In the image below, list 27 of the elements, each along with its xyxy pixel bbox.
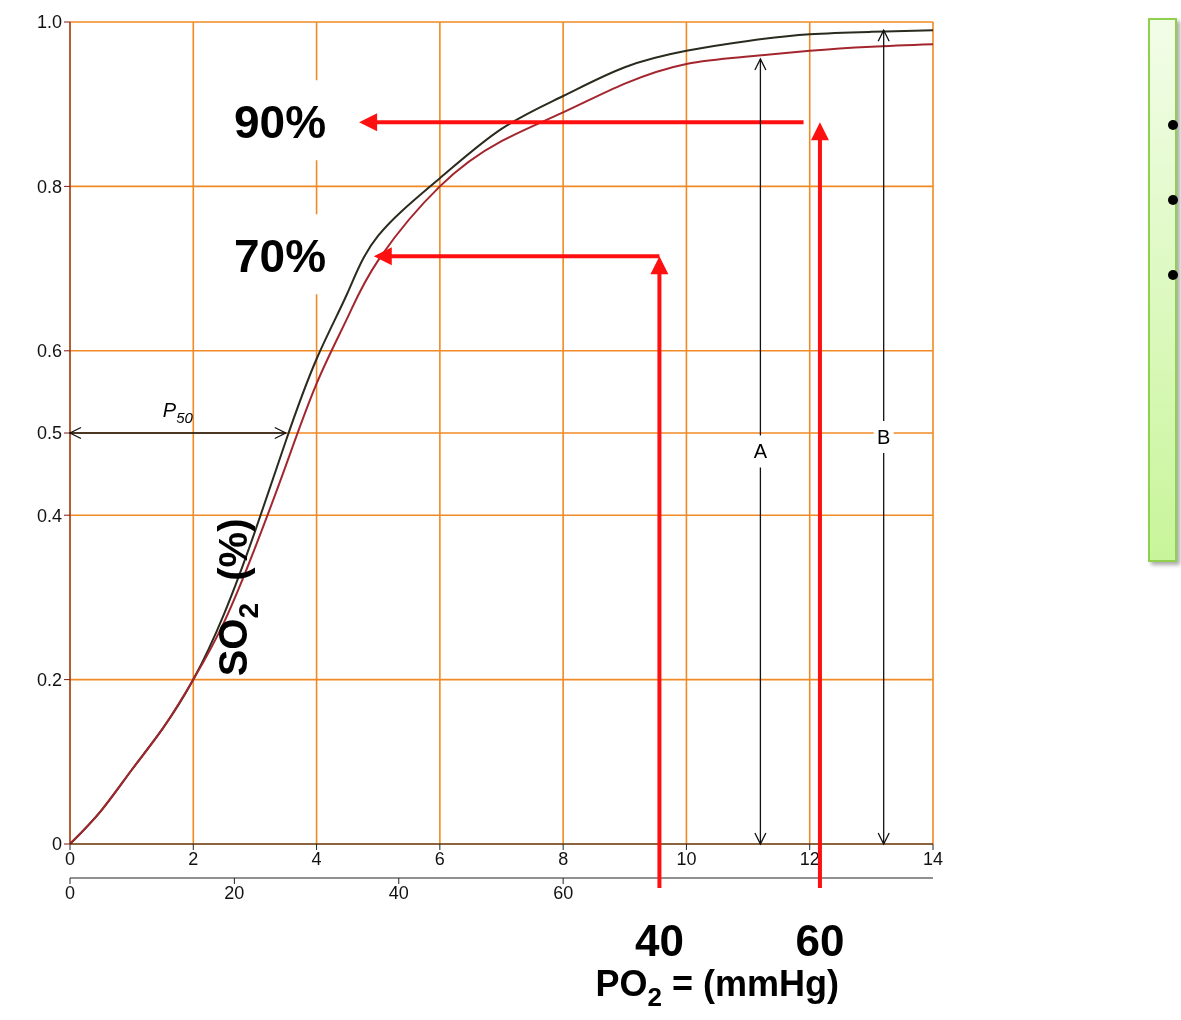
annotation: 70% [234, 230, 327, 283]
x-tick-label: 14 [922, 848, 944, 869]
x2-tick-label: 40 [388, 882, 409, 903]
text: 60 [795, 916, 845, 965]
y-tick-label: 0.2 [36, 669, 62, 690]
annotation: P$_{50}$ [162, 399, 194, 426]
y-tick-label: 0.5 [36, 423, 62, 444]
y-tick-label: 1.0 [36, 12, 62, 33]
text: 40 [634, 916, 684, 965]
y-tick-label: 0 [51, 834, 62, 855]
x-tick-label: 2 [188, 848, 199, 869]
x-tick-label: 0 [64, 848, 76, 869]
annotation: 90% [234, 96, 327, 149]
y-tick-label: 0.4 [36, 505, 62, 526]
y-tick-label: 0.6 [36, 341, 62, 362]
annotation: B [877, 426, 891, 449]
x-tick-label: 12 [799, 848, 820, 869]
annotation: A [753, 440, 768, 463]
x2-axis-title: PO$_{2}$ = (mmHg) [595, 963, 839, 1013]
x2-tick-label: 20 [224, 882, 245, 903]
x2-tick-label: 0 [64, 882, 76, 903]
x-tick-label: 10 [676, 848, 697, 869]
y-tick-label: 0.8 [36, 176, 62, 197]
x-tick-label: 6 [434, 848, 445, 869]
x2-tick-label: 60 [553, 882, 574, 903]
x-tick-label: 4 [311, 848, 322, 869]
x-tick-label: 8 [558, 848, 569, 869]
